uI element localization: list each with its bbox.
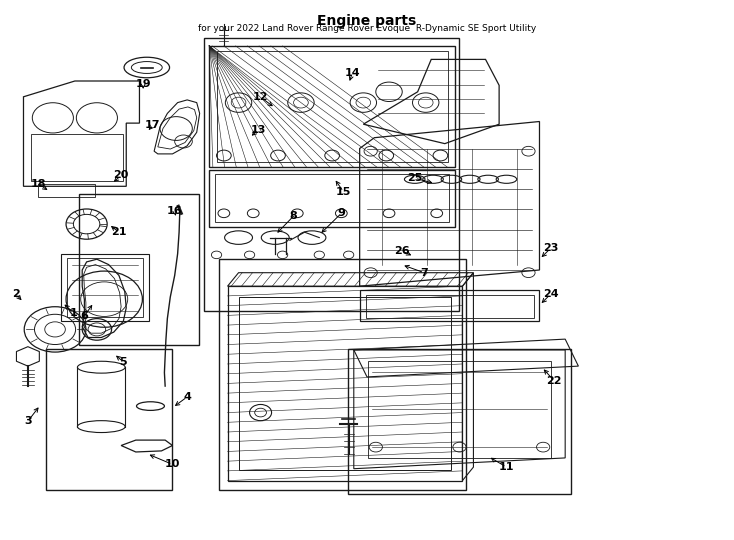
Text: 25: 25 [407, 173, 422, 183]
Text: 8: 8 [290, 211, 297, 221]
Text: 3: 3 [24, 416, 32, 426]
Text: 7: 7 [421, 268, 428, 278]
Text: 19: 19 [135, 79, 151, 89]
Text: 6: 6 [81, 311, 88, 321]
Text: 5: 5 [120, 357, 127, 367]
Text: 26: 26 [394, 246, 410, 256]
Text: 17: 17 [145, 120, 161, 130]
Text: 13: 13 [251, 125, 266, 134]
Text: 15: 15 [336, 187, 351, 197]
Text: for your 2022 Land Rover Range Rover Evoque  R-Dynamic SE Sport Utility: for your 2022 Land Rover Range Rover Evo… [198, 24, 536, 33]
Text: 9: 9 [338, 208, 345, 218]
Text: 2: 2 [12, 289, 20, 299]
Text: 20: 20 [114, 171, 128, 180]
Text: 12: 12 [252, 92, 269, 102]
Text: 11: 11 [498, 462, 515, 472]
Text: 4: 4 [184, 392, 191, 402]
Text: 21: 21 [111, 227, 127, 237]
Text: 16: 16 [167, 206, 183, 215]
Text: 18: 18 [30, 179, 46, 188]
Text: 14: 14 [344, 68, 360, 78]
Text: 1: 1 [70, 308, 77, 318]
Text: 10: 10 [165, 460, 180, 469]
Text: 23: 23 [543, 244, 558, 253]
Text: Engine parts: Engine parts [317, 14, 417, 28]
Text: 24: 24 [542, 289, 559, 299]
Text: 22: 22 [546, 376, 562, 386]
